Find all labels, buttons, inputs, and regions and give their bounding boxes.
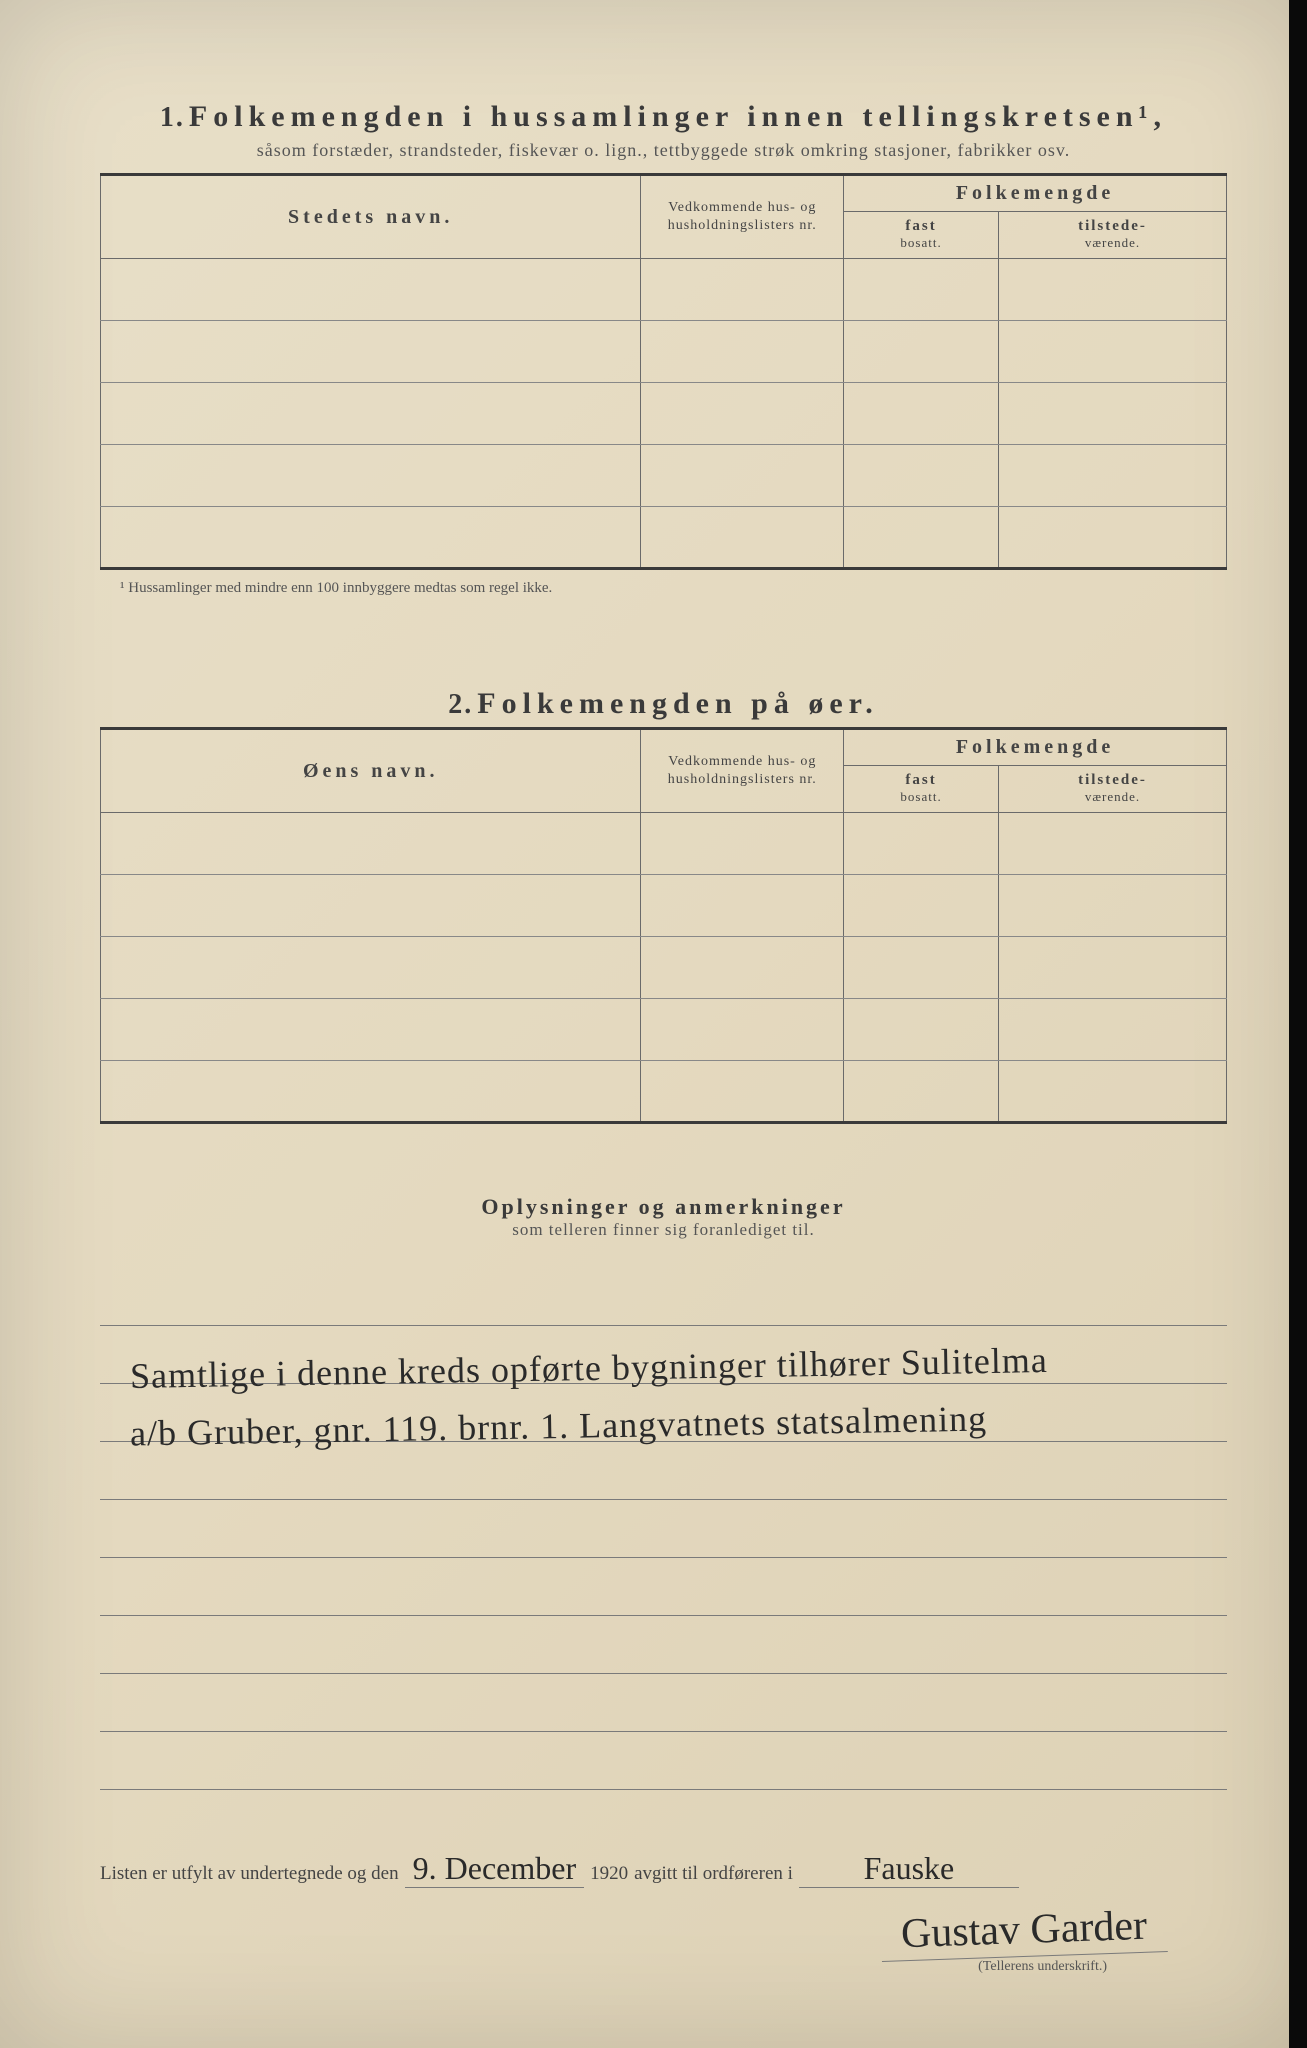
col-tilstede-2: tilstede- værende.: [999, 766, 1227, 813]
signature-block: Gustav Garder: [100, 1906, 1227, 1957]
signature-line: Listen er utfylt av undertegnede og den …: [100, 1850, 1227, 1888]
table-row: [101, 937, 1227, 999]
remark-line: [100, 1616, 1227, 1674]
sign-date-handwritten: 9. December: [405, 1850, 584, 1888]
table-row: [101, 259, 1227, 321]
table-row: [101, 999, 1227, 1061]
col-vedkommende-2: Vedkommende hus- og husholdningslisters …: [641, 729, 844, 813]
section2-number: 2.: [448, 689, 473, 720]
col-fast-2: fast bosatt.: [844, 766, 999, 813]
remark-line: [100, 1732, 1227, 1790]
section1-heading: Folkemengden i hussamlinger innen tellin…: [189, 100, 1167, 133]
table-row: [101, 445, 1227, 507]
remark-line: [100, 1558, 1227, 1616]
census-form-page: 1. Folkemengden i hussamlinger innen tel…: [0, 0, 1307, 2048]
section2-heading: Folkemengden på øer.: [477, 687, 878, 720]
remarks-lines: Samtlige i denne kreds opførte bygninger…: [100, 1268, 1227, 1790]
section1-rows: [101, 259, 1227, 569]
section2: 2. Folkemengden på øer. Øens navn. Vedko…: [100, 687, 1227, 1124]
section2-title: 2. Folkemengden på øer.: [100, 687, 1227, 721]
col-stedets-navn: Stedets navn.: [101, 175, 641, 259]
sign-year: 1920: [590, 1863, 628, 1885]
remark-line: a/b Gruber, gnr. 119. brnr. 1. Langvatne…: [100, 1384, 1227, 1442]
section2-rows: [101, 813, 1227, 1123]
remarks-heading-block: Oplysninger og anmerkninger som telleren…: [100, 1194, 1227, 1240]
section1-title: 1. Folkemengden i hussamlinger innen tel…: [100, 100, 1227, 134]
col-vedkommende: Vedkommende hus- og husholdningslisters …: [641, 175, 844, 259]
signature-handwritten: Gustav Garder: [880, 1901, 1168, 1962]
remark-line: [100, 1442, 1227, 1500]
table-row: [101, 383, 1227, 445]
section1-subtitle: såsom forstæder, strandsteder, fiskevær …: [100, 140, 1227, 161]
remark-line: Samtlige i denne kreds opførte bygninger…: [100, 1326, 1227, 1384]
section1-footnote: ¹ Hussamlinger med mindre enn 100 innbyg…: [100, 580, 1227, 597]
col-folkemengde: Folkemengde: [844, 175, 1227, 212]
table-row: [101, 1061, 1227, 1123]
remarks-sub: som telleren finner sig foranlediget til…: [100, 1220, 1227, 1240]
table-row: [101, 875, 1227, 937]
section1-number: 1.: [160, 102, 185, 133]
sign-mid: avgitt til ordføreren i: [634, 1863, 793, 1885]
remarks-heading: Oplysninger og anmerkninger: [100, 1194, 1227, 1220]
remark-line: [100, 1674, 1227, 1732]
col-oens-navn: Øens navn.: [101, 729, 641, 813]
remark-line: [100, 1268, 1227, 1326]
col-folkemengde-2: Folkemengde: [844, 729, 1227, 766]
signature-label: (Tellerens underskrift.): [100, 1959, 1227, 1975]
sign-prefix: Listen er utfylt av undertegnede og den: [100, 1863, 399, 1885]
section1-table: Stedets navn. Vedkommende hus- og hushol…: [100, 173, 1227, 570]
section2-table: Øens navn. Vedkommende hus- og husholdni…: [100, 727, 1227, 1124]
table-row: [101, 813, 1227, 875]
remark-line: [100, 1500, 1227, 1558]
col-fast: fast bosatt.: [844, 212, 999, 259]
sign-place-handwritten: Fauske: [799, 1850, 1019, 1888]
col-tilstede: tilstede- værende.: [999, 212, 1227, 259]
table-row: [101, 507, 1227, 569]
table-row: [101, 321, 1227, 383]
